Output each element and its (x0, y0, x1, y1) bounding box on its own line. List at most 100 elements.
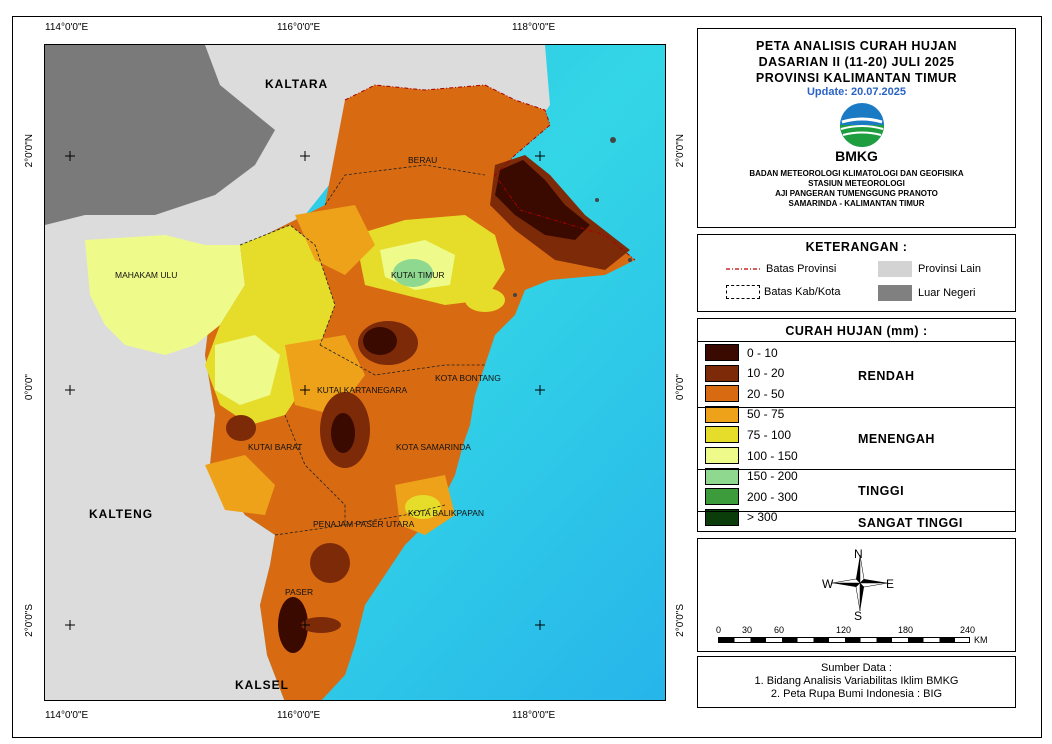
zone-0-10-berau (495, 160, 590, 240)
foreign-country (45, 45, 275, 225)
rain-class-label: > 300 (747, 510, 778, 525)
divider (698, 511, 1015, 512)
rain-class-label: 200 - 300 (747, 489, 798, 504)
compass-west: W (822, 577, 834, 591)
island (513, 293, 517, 297)
compass-rose-icon (831, 554, 889, 612)
lon-label-bottom-118: 118°0'0"E (512, 710, 556, 721)
rain-class-label: 0 - 10 (747, 345, 778, 360)
scale-bar-graphic (718, 637, 970, 643)
sources-header: Sumber Data : (821, 662, 892, 674)
title-line-2: DASARIAN II (11-20) JULI 2025 (758, 55, 955, 69)
rain-class-row: 200 - 300 (705, 487, 798, 506)
divider (698, 469, 1015, 470)
zone-50-75-north (295, 205, 375, 275)
kab-boundary-kutim (319, 344, 485, 376)
kab-kota-samarinda: KOTA SAMARINDA (396, 442, 471, 452)
lat-label-left-0: 0°0'0" (24, 374, 35, 401)
scale-unit: KM (974, 635, 988, 645)
island (628, 258, 632, 262)
lon-label-bottom-116: 116°0'0"E (277, 710, 321, 721)
rainfall-map: KALTARA KALTENG KALSEL BERAU MAHAKAM ULU… (44, 44, 666, 701)
scale-tick-240: 240 (960, 625, 976, 635)
divider (698, 341, 1015, 342)
rain-class-row: 50 - 75 (705, 405, 784, 424)
org-line-3: AJI PANGERAN TUMENGGUNG PRANOTO (775, 189, 938, 198)
kab-boundary-berau (324, 164, 486, 206)
rain-class-label: 100 - 150 (747, 448, 798, 463)
category-rendah: RENDAH (858, 369, 915, 383)
kab-berau: BERAU (408, 155, 438, 165)
title-panel: PETA ANALISIS CURAH HUJAN DASARIAN II (1… (697, 28, 1016, 228)
lon-label-top-118: 118°0'0"E (512, 22, 556, 33)
kab-boundary-kubar (284, 414, 346, 525)
sources-panel: Sumber Data : 1. Bidang Analisis Variabi… (697, 656, 1016, 708)
rain-class-row: 20 - 50 (705, 384, 784, 403)
zone-75-100-coast (465, 288, 505, 312)
kab-kutai-kartanegara: KUTAI KARTANEGARA (317, 385, 408, 395)
zone-100-150-west (215, 335, 280, 405)
island (595, 198, 599, 202)
compass-north: N (854, 547, 863, 561)
rain-class-row: 75 - 100 (705, 425, 791, 444)
kab-paser: PASER (285, 587, 314, 597)
lat-label-right-2s: 2°0'0"S (675, 604, 686, 637)
zone-10-20-paser (301, 617, 341, 633)
rain-class-swatch (705, 426, 739, 444)
lat-label-left-2s: 2°0'0"S (24, 604, 35, 637)
rain-class-label: 75 - 100 (747, 427, 792, 442)
scale-tick-0: 0 (716, 625, 722, 635)
compass-east: E (886, 577, 895, 591)
source-1: 1. Bidang Analisis Variabilitas Iklim BM… (754, 675, 959, 687)
rain-class-label: 150 - 200 (747, 469, 798, 484)
graticule-crosses (65, 151, 545, 630)
update-date: Update: 20.07.2025 (806, 86, 907, 98)
rain-class-swatch (705, 488, 739, 506)
lat-label-right-2n: 2°0'0"N (675, 134, 686, 168)
lon-label-top-114: 114°0'0"E (45, 22, 89, 33)
zone-50-75-kubar (205, 455, 275, 515)
rain-class-row: > 300 (705, 508, 777, 527)
scale-tick-60: 60 (774, 625, 785, 635)
legend-batas-kab-label: Batas Kab/Kota (764, 286, 841, 298)
lon-label-bottom-114: 114°0'0"E (45, 710, 89, 721)
legend-batas-provinsi: Batas Provinsi (726, 263, 836, 275)
rain-class-swatch (705, 447, 739, 464)
legend-luar-negeri: Luar Negeri (878, 285, 975, 301)
region-kalteng: KALTENG (89, 507, 154, 521)
kab-penajam-paser-utara: PENAJAM PASER UTARA (313, 519, 415, 529)
rain-class-row: 150 - 200 (705, 467, 798, 486)
category-sangat-tinggi: SANGAT TINGGI (858, 516, 963, 530)
rain-class-label: 50 - 75 (747, 407, 785, 422)
region-kalsel: KALSEL (235, 678, 289, 692)
lat-label-right-0: 0°0'0" (675, 374, 686, 401)
rain-class-swatch (705, 467, 739, 485)
lat-label-left-2n: 2°0'0"N (24, 134, 35, 168)
zone-0-10-paser (278, 597, 308, 653)
legend-batas-provinsi-label: Batas Provinsi (766, 263, 837, 275)
map-frame (12, 16, 1042, 738)
zone-10-20-ppu (310, 543, 350, 583)
rain-class-swatch (705, 405, 739, 423)
title-line-1: PETA ANALISIS CURAH HUJAN (756, 39, 957, 53)
bmkg-logo-icon (840, 103, 884, 147)
rain-class-swatch (705, 508, 739, 526)
title-line-3: PROVINSI KALIMANTAN TIMUR (755, 71, 958, 85)
rain-class-row: 0 - 10 (705, 343, 778, 362)
lon-label-top-116: 116°0'0"E (277, 22, 321, 33)
zone-10-20-kubar (226, 415, 256, 441)
scale-bar: 0 30 60 120 180 240 KM (698, 625, 1015, 649)
zone-0-10-kutim (363, 327, 397, 355)
scale-tick-120: 120 (836, 625, 852, 635)
scale-tick-180: 180 (898, 625, 914, 635)
rain-class-row: 10 - 20 (705, 364, 784, 383)
category-tinggi: TINGGI (858, 484, 905, 498)
legend-luar-negeri-label: Luar Negeri (918, 287, 976, 299)
kab-kota-balikpapan: KOTA BALIKPAPAN (408, 508, 485, 518)
keterangan-header: KETERANGAN : (805, 240, 908, 254)
grey-swatch-icon (878, 261, 912, 277)
kab-boundary-mahulu (239, 224, 336, 346)
compass-scale-panel: N S W E 0 30 60 120 180 240 KM (697, 538, 1016, 652)
kab-kota-bontang: KOTA BONTANG (435, 373, 501, 383)
kab-boundary-ppu (274, 504, 446, 536)
